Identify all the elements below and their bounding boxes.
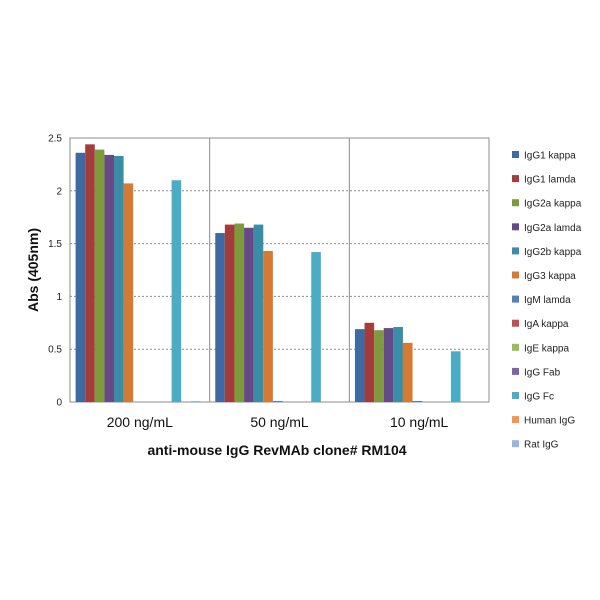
- y-tick-label: 1: [56, 292, 62, 303]
- legend-swatch: [512, 367, 519, 375]
- legend-entry: Rat IgG: [524, 440, 559, 451]
- legend-entry: IgA kappa: [524, 319, 569, 330]
- legend-entry: Human IgG: [524, 416, 575, 427]
- y-tick-label: 0: [56, 398, 62, 409]
- bar: [450, 351, 461, 402]
- legend-swatch: [512, 440, 519, 448]
- bar: [383, 328, 394, 402]
- bar: [114, 155, 124, 402]
- bar: [215, 233, 225, 402]
- legend: IgG1 kappa IgG1 lamda IgG2a kappa IgG2a lam…: [512, 151, 582, 451]
- bar: [85, 144, 95, 402]
- bar: [94, 149, 105, 402]
- legend-swatch: [512, 247, 519, 255]
- legend-swatch: [512, 319, 519, 327]
- bar: [272, 400, 283, 402]
- legend-entry: IgG Fab: [524, 367, 561, 378]
- legend-entry: IgG Fc: [524, 392, 554, 403]
- y-axis-title: Abs (405nm): [25, 228, 41, 312]
- bar: [263, 250, 273, 402]
- legend-entry: IgG1 kappa: [524, 151, 576, 162]
- legend-swatch: [512, 223, 519, 231]
- legend-swatch: [512, 199, 519, 207]
- y-tick-label: 2.5: [48, 134, 62, 145]
- x-tick-label: 10 ng/mL: [390, 414, 449, 430]
- bar: [104, 154, 114, 402]
- bar: [75, 152, 86, 402]
- legend-swatch: [512, 416, 519, 424]
- y-tick-label: 2: [56, 186, 62, 197]
- legend-swatch: [512, 271, 519, 279]
- legend-entry: IgM lamda: [524, 295, 571, 306]
- legend-entry: IgG3 kappa: [524, 271, 576, 282]
- legend-entry: IgG2a lamda: [524, 223, 582, 234]
- bar: [364, 322, 375, 402]
- x-tick-label: 50 ng/mL: [250, 414, 309, 430]
- legend-entry: IgG2a kappa: [524, 199, 582, 210]
- legend-entry: IgE kappa: [524, 343, 569, 354]
- y-tick-label: 0.5: [48, 345, 62, 356]
- x-axis-title: anti-mouse IgG RevMAb clone# RM104: [147, 442, 406, 458]
- y-tick-label: 1.5: [48, 239, 62, 250]
- bar: [374, 330, 384, 402]
- x-tick-label: 200 ng/mL: [107, 414, 173, 430]
- bars: [75, 144, 461, 402]
- bar: [311, 252, 321, 402]
- legend-swatch: [512, 151, 519, 158]
- legend-entry: IgG1 lamda: [524, 175, 576, 186]
- bar: [354, 329, 365, 402]
- bar: [190, 400, 201, 402]
- legend-swatch: [512, 295, 519, 303]
- bar: [402, 342, 413, 402]
- bar: [253, 224, 264, 402]
- bar: [393, 327, 403, 402]
- legend-swatch: [512, 343, 519, 351]
- bar: [234, 223, 245, 402]
- legend-swatch: [512, 175, 519, 183]
- bar: [244, 227, 254, 402]
- legend-entry: IgG2b kappa: [524, 247, 582, 258]
- legend-swatch: [512, 392, 519, 399]
- bar: [224, 224, 235, 402]
- axes: 0 0.5 1 1.5 2 2.5 200 ng/mL 50 ng/mL 10 ng/mL: [48, 134, 448, 431]
- bar: [171, 180, 182, 402]
- bar: [412, 400, 423, 402]
- bar: [123, 183, 134, 402]
